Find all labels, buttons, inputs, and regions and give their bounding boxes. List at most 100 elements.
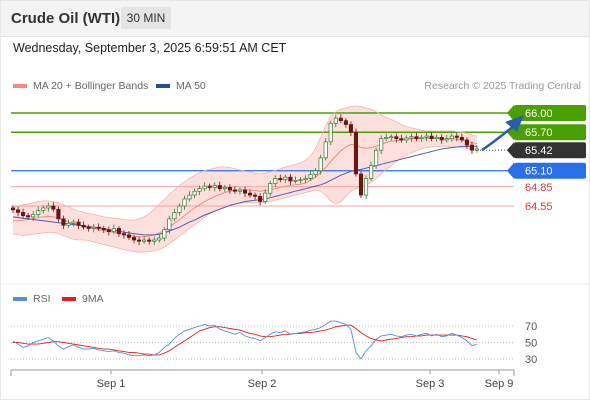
candle-body bbox=[469, 144, 475, 151]
candle-body bbox=[147, 239, 152, 242]
candle-body bbox=[459, 137, 464, 141]
rsi-tick-70: 70 bbox=[525, 321, 537, 333]
candle-body bbox=[212, 185, 217, 188]
candle-body bbox=[454, 135, 459, 138]
candle-body bbox=[363, 178, 369, 196]
candle-body bbox=[242, 189, 248, 194]
level-label-64.55: 64.55 bbox=[525, 201, 553, 213]
candle-body bbox=[273, 178, 278, 184]
candle-body bbox=[162, 229, 167, 239]
nine-ma-line bbox=[13, 324, 478, 356]
candle-body bbox=[409, 136, 414, 139]
candle-body bbox=[263, 192, 268, 202]
candle-body bbox=[101, 228, 106, 231]
timeframe-button[interactable]: 30 MIN bbox=[121, 7, 171, 29]
candle-body bbox=[192, 190, 197, 196]
candle-body bbox=[358, 173, 364, 196]
legend-swatch-ma50 bbox=[156, 84, 170, 89]
candle-body bbox=[384, 137, 389, 140]
candle-body bbox=[237, 189, 243, 192]
legend-9ma: 9MA bbox=[62, 293, 104, 305]
candle-body bbox=[253, 194, 258, 197]
candle-body bbox=[348, 124, 353, 133]
candle-body bbox=[10, 207, 16, 211]
candle-body bbox=[202, 185, 207, 190]
x-label-Sep-9: Sep 9 bbox=[485, 378, 514, 390]
level-tag-66.00 bbox=[514, 105, 586, 121]
legend-swatch-rsi bbox=[13, 297, 27, 302]
candle-body bbox=[142, 239, 147, 242]
candle-body bbox=[444, 138, 449, 141]
x-label-Sep-2: Sep 2 bbox=[248, 378, 277, 390]
candle-body bbox=[474, 148, 480, 151]
candle-body bbox=[21, 212, 26, 216]
ma50-line bbox=[12, 145, 477, 236]
candle-body bbox=[318, 157, 323, 172]
candle-body bbox=[131, 237, 137, 241]
candle-body bbox=[177, 205, 182, 213]
candle-body bbox=[313, 170, 318, 175]
candle-body bbox=[121, 233, 127, 236]
candle-body bbox=[76, 221, 81, 226]
candle-body bbox=[81, 224, 86, 228]
candle-body bbox=[247, 192, 253, 196]
bollinger-upper-line bbox=[12, 105, 478, 221]
level-label-66.00: 66.00 bbox=[525, 108, 553, 120]
credit-text: Research © 2025 Trading Central bbox=[424, 80, 581, 92]
candle-body bbox=[116, 228, 121, 234]
candle-body bbox=[126, 234, 132, 238]
candle-body bbox=[374, 149, 379, 166]
candle-body bbox=[293, 179, 298, 182]
candle-body bbox=[26, 215, 31, 218]
candle-body bbox=[353, 131, 359, 175]
bollinger-band-fill bbox=[13, 105, 477, 253]
legend-label-bollinger: MA 20 + Bollinger Bands bbox=[33, 80, 149, 92]
candle-body bbox=[429, 135, 434, 140]
candle-body bbox=[197, 188, 202, 192]
candle-body bbox=[41, 207, 46, 211]
level-tag-65.10 bbox=[514, 162, 586, 179]
candle-body bbox=[15, 209, 21, 213]
candle-body bbox=[419, 137, 424, 140]
legend-label-ma50: MA 50 bbox=[176, 80, 206, 92]
candle-body bbox=[46, 205, 51, 209]
legend-label-9ma: 9MA bbox=[82, 293, 104, 305]
level-tag-65.70 bbox=[514, 124, 586, 141]
instrument-title: Crude Oil (WTI) bbox=[11, 10, 121, 27]
legend-ma50: MA 50 bbox=[156, 80, 206, 92]
x-label-Sep-3: Sep 3 bbox=[416, 378, 445, 390]
candle-body bbox=[464, 139, 469, 146]
candle-body bbox=[369, 165, 374, 179]
candle-body bbox=[152, 239, 157, 242]
candle-body bbox=[308, 174, 313, 179]
candle-body bbox=[187, 194, 192, 200]
forecast-arrow-head bbox=[505, 115, 524, 132]
candle-body bbox=[232, 189, 237, 192]
candle-body bbox=[258, 196, 263, 202]
candle-body bbox=[157, 237, 162, 241]
candle-body bbox=[268, 183, 273, 194]
level-tag-pointer-65.10 bbox=[507, 162, 514, 179]
rsi-line bbox=[12, 320, 478, 360]
candles-group bbox=[10, 114, 480, 246]
legend-label-rsi: RSI bbox=[33, 293, 51, 305]
candle-body bbox=[404, 137, 409, 141]
rsi-tick-30: 30 bbox=[525, 354, 537, 366]
candle-body bbox=[439, 137, 444, 141]
candle-body bbox=[91, 226, 96, 229]
candle-body bbox=[172, 212, 177, 220]
level-label-65.70: 65.70 bbox=[525, 127, 553, 139]
candle-body bbox=[207, 185, 212, 188]
candle-body bbox=[278, 178, 283, 181]
candle-body bbox=[222, 187, 227, 190]
candle-body bbox=[424, 135, 429, 138]
rsi-tick-50: 50 bbox=[525, 338, 537, 350]
level-tag-65.42 bbox=[514, 142, 586, 159]
candle-body bbox=[182, 198, 187, 207]
candle-body bbox=[414, 136, 419, 140]
candle-body bbox=[137, 239, 142, 242]
level-tag-pointer-65.42 bbox=[507, 142, 514, 159]
